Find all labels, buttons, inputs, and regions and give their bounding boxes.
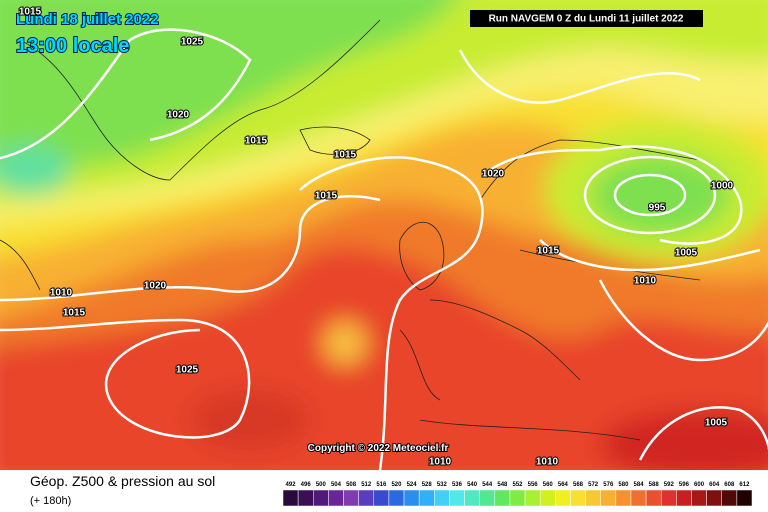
legend-swatch: [358, 489, 375, 507]
isobar-label: 1005: [705, 418, 728, 429]
legend-swatch: [736, 489, 753, 507]
legend-swatch: [630, 489, 647, 507]
map-time: 13:00 locale: [16, 35, 129, 57]
isobars: [0, 28, 768, 471]
legend-label: 572: [588, 482, 599, 488]
legend-label: 608: [724, 482, 735, 488]
legend-swatch: [539, 489, 556, 507]
legend-swatch: [509, 489, 526, 507]
legend-label: 600: [694, 482, 705, 488]
isobar-label: 1020: [167, 110, 190, 121]
legend-label: 592: [664, 482, 675, 488]
legend-swatch: [418, 489, 435, 507]
isobar-label: 1010: [50, 288, 73, 299]
isobar-label: 1005: [675, 248, 698, 259]
legend-swatch: [691, 489, 707, 507]
legend-label: 508: [346, 482, 357, 488]
isobar-label: 1015: [63, 308, 86, 319]
legend-label: 528: [422, 482, 433, 488]
legend-swatch: [615, 489, 632, 507]
legend-label: 568: [573, 482, 584, 488]
legend-label: 612: [739, 482, 750, 488]
legend-label: 524: [407, 482, 418, 488]
isobar-labels: 1015 1025 1020 1015 1015 1015 1020 1000 995 1015 1…: [18, 6, 735, 469]
isobar-label: 1020: [144, 281, 167, 292]
isobar-label: 1015: [315, 191, 338, 202]
isobar-label: 1010: [536, 457, 559, 468]
legend-swatch: [297, 489, 314, 507]
legend-swatch: [403, 489, 420, 507]
isobar-label: 1025: [176, 365, 199, 376]
legend-label: 588: [649, 482, 660, 488]
isobar-label: 1010: [429, 457, 452, 468]
legend-label: 516: [376, 482, 387, 488]
legend-label: 532: [437, 482, 448, 488]
legend-label: 604: [709, 482, 720, 488]
isobar-label: 1000: [711, 181, 734, 192]
legend-label: 576: [603, 482, 614, 488]
footer-subtitle: (+ 180h): [30, 495, 71, 507]
legend-swatch: [449, 489, 465, 507]
legend-swatch: [479, 489, 496, 507]
isobar-label: 1015: [537, 246, 560, 257]
legend-swatch: [282, 489, 299, 507]
legend-label: 560: [543, 482, 554, 488]
isobar-label: 1015: [19, 7, 42, 18]
legend-swatch: [524, 489, 541, 507]
legend-label: 536: [452, 482, 463, 488]
legend-label: 520: [391, 482, 402, 488]
legend-label: 500: [316, 482, 327, 488]
isobar-label: 1015: [334, 150, 357, 161]
legend-swatch: [494, 489, 511, 507]
run-box: [470, 10, 703, 27]
isobar-label: 1025: [181, 37, 204, 48]
legend-swatch: [313, 489, 329, 507]
footer-title: Géop. Z500 & pression au sol: [30, 473, 215, 489]
legend-swatch: [600, 489, 617, 507]
legend-label: 580: [618, 482, 629, 488]
isobar-label: 1010: [634, 276, 657, 287]
legend-swatch: [434, 489, 450, 507]
coastlines: [0, 19, 701, 441]
legend-label: 556: [528, 482, 539, 488]
legend-label: 552: [512, 482, 523, 488]
legend-swatch: [570, 489, 586, 507]
legend-label: 544: [482, 482, 493, 488]
legend-label: 548: [497, 482, 508, 488]
isobar-label: 995: [649, 203, 666, 214]
legend-label: 584: [634, 482, 645, 488]
legend-swatch: [328, 489, 344, 507]
run-info: Run NAVGEM 0 Z du Lundi 11 juillet 2022: [489, 14, 684, 25]
legend-label: 596: [679, 482, 690, 488]
isobar-label: 1020: [482, 169, 505, 180]
legend-label: 564: [558, 482, 569, 488]
legend-swatch: [585, 489, 601, 507]
legend-swatch: [706, 489, 722, 507]
legend-label: 496: [301, 482, 312, 488]
copyright: Copyright © 2022 Meteociel.fr: [308, 443, 449, 454]
legend: 492 496 500 504 508 512 516 520 524 528 532 536 540 5…: [282, 482, 753, 507]
map-date: Lundi 18 juillet 2022: [16, 11, 159, 28]
isobar-label: 1015: [245, 136, 268, 147]
legend-swatch: [464, 489, 480, 507]
legend-swatch: [660, 489, 677, 507]
legend-swatch: [721, 489, 738, 507]
legend-swatch: [645, 489, 662, 507]
legend-label: 504: [331, 482, 342, 488]
legend-label: 540: [467, 482, 478, 488]
legend-swatch: [373, 489, 390, 507]
legend-label: 512: [361, 482, 372, 488]
legend-swatch: [676, 489, 692, 507]
legend-swatch: [343, 489, 359, 507]
legend-swatch: [555, 489, 571, 507]
legend-label: 492: [286, 482, 297, 488]
legend-swatch: [388, 489, 405, 507]
